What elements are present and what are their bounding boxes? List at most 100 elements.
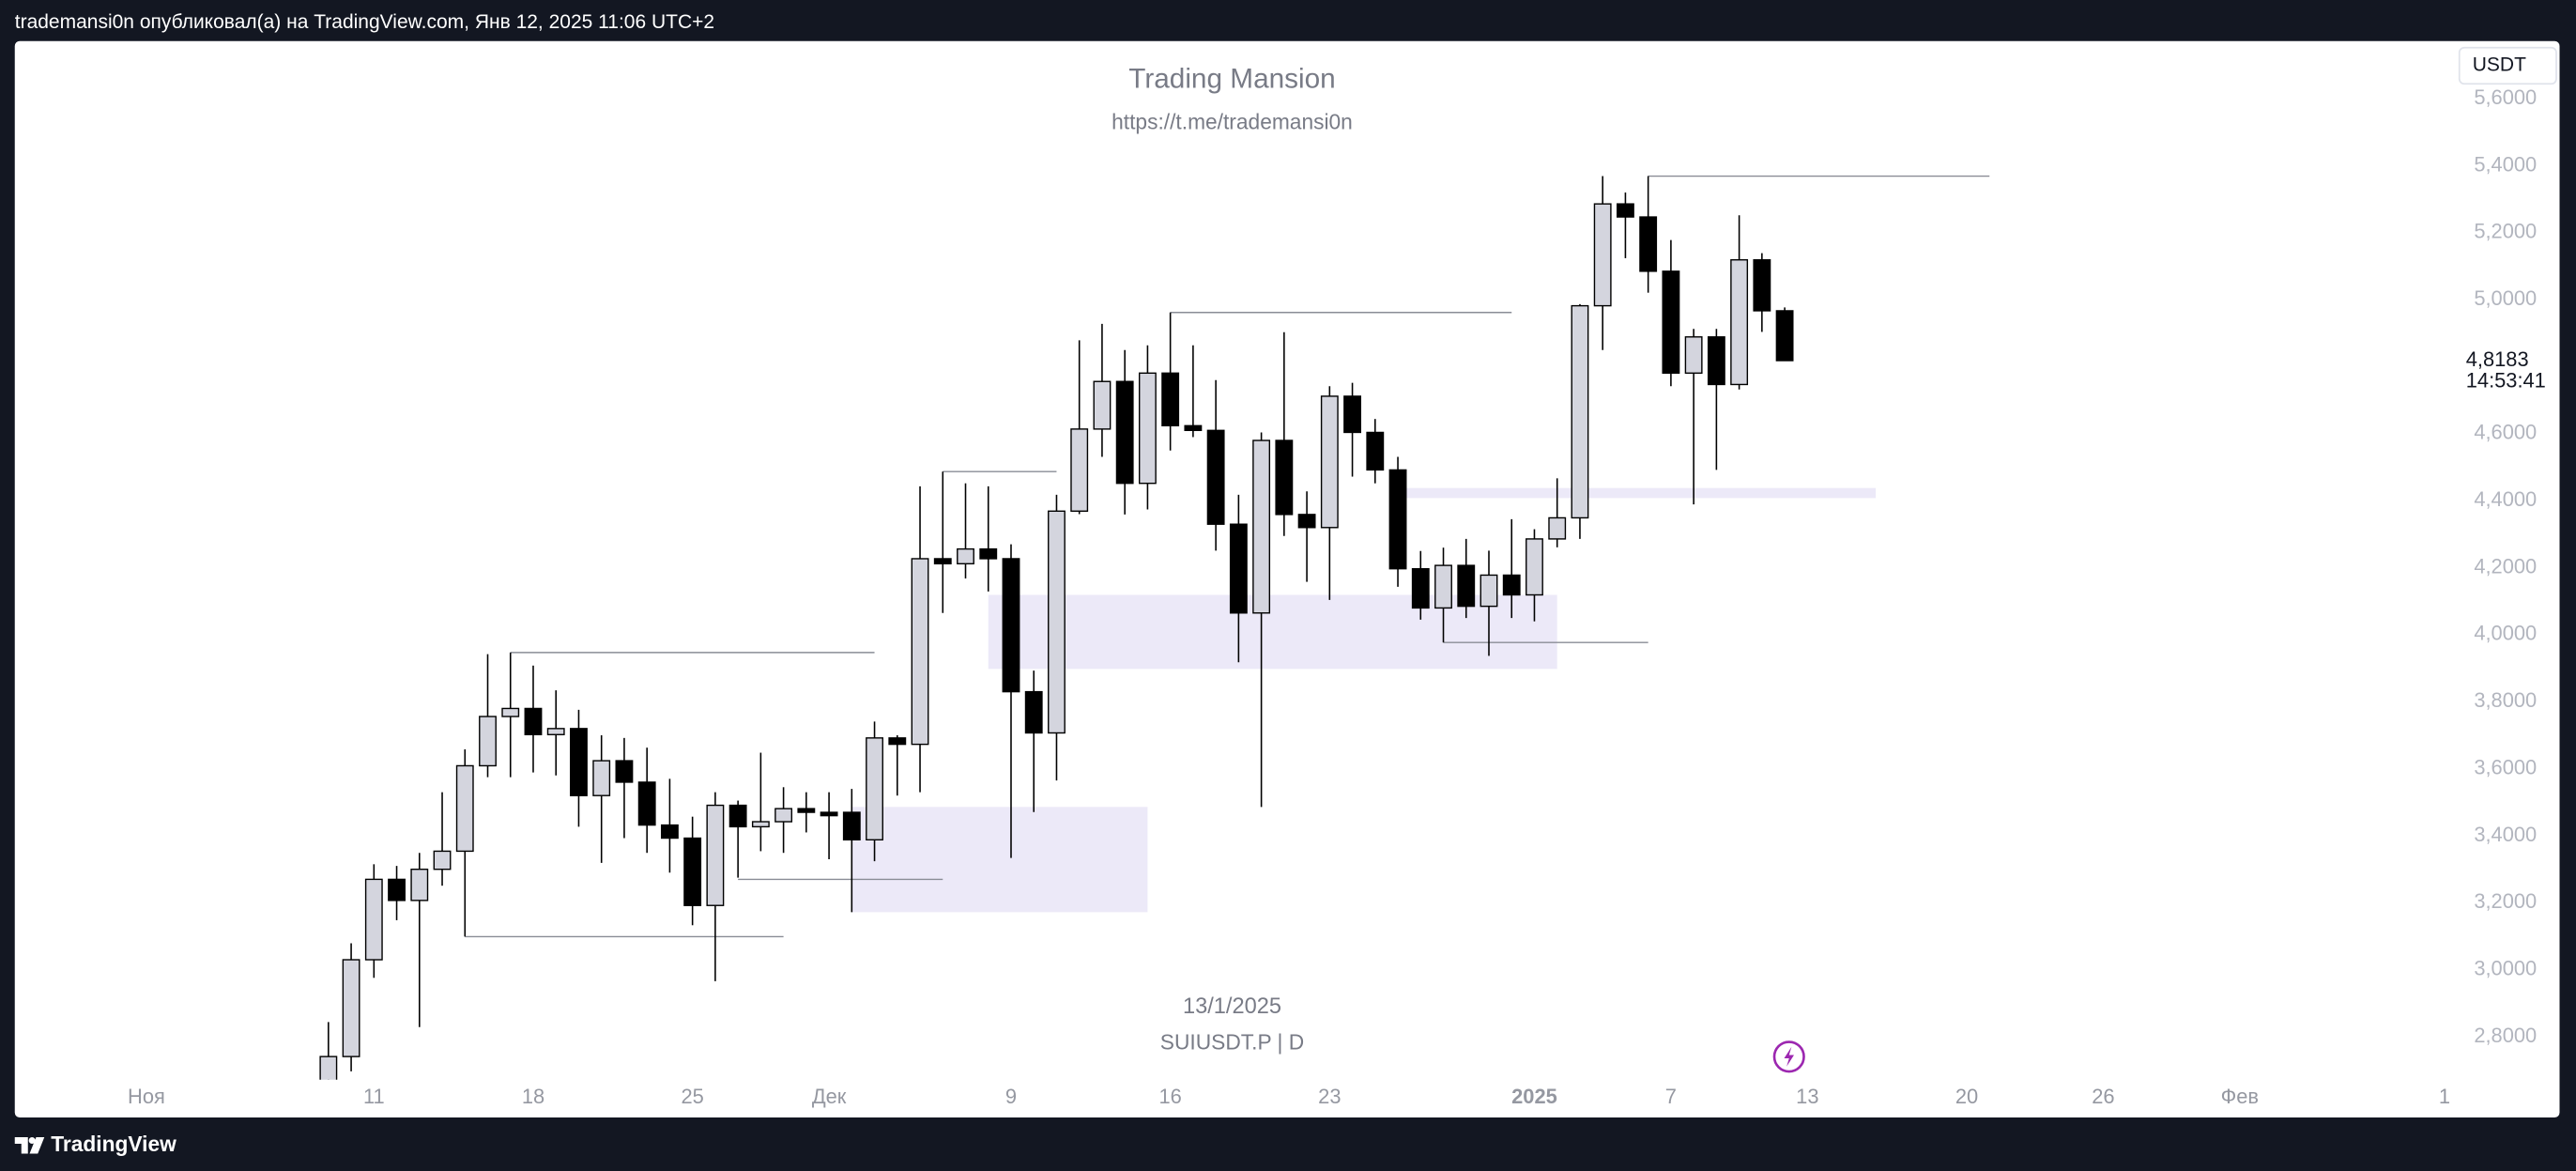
candle-body <box>1571 304 1589 519</box>
candle-body <box>683 837 702 906</box>
brand: TradingView <box>51 1132 176 1156</box>
candle-body <box>1388 469 1407 570</box>
x-tick-label: Дек <box>812 1085 847 1108</box>
candle-body <box>1138 372 1157 485</box>
candle-body <box>1730 259 1749 386</box>
y-tick-label: 3,0000 <box>2474 957 2537 980</box>
candle-body <box>524 707 543 735</box>
candle-body <box>479 716 497 767</box>
candle-body <box>1753 259 1771 312</box>
candle-body <box>1093 380 1112 430</box>
candle-body <box>820 811 838 817</box>
candle-body <box>706 804 725 906</box>
y-tick-label: 4,4000 <box>2474 487 2537 511</box>
last-price-label: 4,8183 <box>2466 347 2529 371</box>
candle-body <box>1206 429 1225 525</box>
candle-body <box>1366 431 1385 471</box>
candle-body <box>751 821 770 828</box>
candle-body <box>615 760 634 783</box>
candle-body <box>570 728 588 796</box>
candle-body <box>774 808 793 823</box>
candle-body <box>388 878 406 901</box>
x-tick-label: 20 <box>1955 1085 1978 1108</box>
candle-body <box>410 868 429 901</box>
candle-body <box>979 547 998 560</box>
candle-body <box>364 878 383 961</box>
candle-body <box>433 850 452 871</box>
date-watermark: 13/1/2025 <box>1183 994 1281 1019</box>
candle-body <box>1684 336 1703 375</box>
x-tick-label: 11 <box>363 1085 385 1108</box>
y-tick-label: 5,4000 <box>2474 152 2537 176</box>
candle-body <box>797 808 816 813</box>
candle-body <box>1526 538 1543 596</box>
currency-box[interactable] <box>2458 46 2557 85</box>
candle-body <box>1048 510 1066 734</box>
candle-body <box>1548 516 1567 540</box>
candle-body <box>866 737 883 841</box>
candle-body <box>1320 395 1339 529</box>
x-tick-label: 9 <box>1005 1085 1017 1108</box>
y-tick-label: 4,0000 <box>2474 622 2537 645</box>
candle-body <box>957 547 974 565</box>
currency[interactable]: USDT <box>2473 54 2526 76</box>
candle-body <box>842 811 861 841</box>
y-tick-label: 3,8000 <box>2474 688 2537 712</box>
x-tick-label: 25 <box>681 1085 703 1108</box>
x-tick-label: 2025 <box>1511 1085 1557 1108</box>
y-tick-label: 4,2000 <box>2474 554 2537 578</box>
symbol-watermark: SUIUSDT.P | D <box>1160 1029 1304 1054</box>
candle-body <box>1115 380 1134 485</box>
y-tick-label: 4,6000 <box>2474 421 2537 444</box>
chart-panel <box>14 40 2560 1118</box>
lightning-icon[interactable] <box>1772 1040 1805 1073</box>
zone <box>1398 487 1877 499</box>
candle-body <box>660 824 679 840</box>
candle-body <box>1434 564 1452 609</box>
candle-body <box>1639 216 1658 272</box>
candle-body <box>1275 439 1294 516</box>
candle-body <box>1297 514 1316 529</box>
candle-body <box>1024 690 1043 734</box>
x-tick-label: 13 <box>1796 1085 1818 1108</box>
candle-body <box>1343 395 1361 434</box>
x-tick-label: Ноя <box>128 1085 165 1108</box>
candle-body <box>933 558 952 565</box>
y-tick-label: 5,2000 <box>2474 220 2537 243</box>
candle-body <box>728 804 747 828</box>
candle-body <box>637 781 656 826</box>
candle-body <box>1480 574 1498 608</box>
x-tick-label: 18 <box>522 1085 544 1108</box>
x-tick-label: 7 <box>1665 1085 1677 1108</box>
y-tick-label: 3,6000 <box>2474 755 2537 778</box>
candle-body <box>342 959 360 1057</box>
candle-body <box>888 737 907 746</box>
chart-subtitle: https://t.me/trademansi0n <box>1112 109 1353 133</box>
candle-body <box>592 760 611 796</box>
zone <box>851 807 1148 913</box>
x-tick-label: 23 <box>1318 1085 1341 1108</box>
candle-body <box>1457 564 1476 608</box>
candle-body <box>1229 523 1248 614</box>
x-tick-label: 1 <box>2439 1085 2450 1108</box>
y-tick-label: 2,8000 <box>2474 1024 2537 1047</box>
countdown: 14:53:41 <box>2466 369 2546 393</box>
header-text: trademansi0n опубликовал(а) на TradingVi… <box>15 11 714 33</box>
candle-body <box>1502 574 1521 596</box>
candle-body <box>546 728 565 735</box>
candle-body <box>911 558 929 746</box>
zone <box>988 594 1557 670</box>
candle-body <box>501 707 520 717</box>
candle-body <box>1070 428 1089 513</box>
candle-body <box>1161 372 1180 427</box>
candle-body <box>1707 336 1725 386</box>
x-tick-label: 16 <box>1158 1085 1181 1108</box>
candle-body <box>1775 310 1794 362</box>
y-tick-label: 5,6000 <box>2474 85 2537 109</box>
candle-body <box>1616 203 1634 218</box>
y-tick-label: 3,2000 <box>2474 889 2537 913</box>
candle-body <box>1662 270 1680 375</box>
y-tick-label: 3,4000 <box>2474 823 2537 846</box>
candle-body <box>1002 558 1020 693</box>
